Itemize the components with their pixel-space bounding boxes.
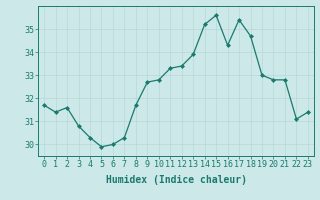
X-axis label: Humidex (Indice chaleur): Humidex (Indice chaleur): [106, 175, 246, 185]
